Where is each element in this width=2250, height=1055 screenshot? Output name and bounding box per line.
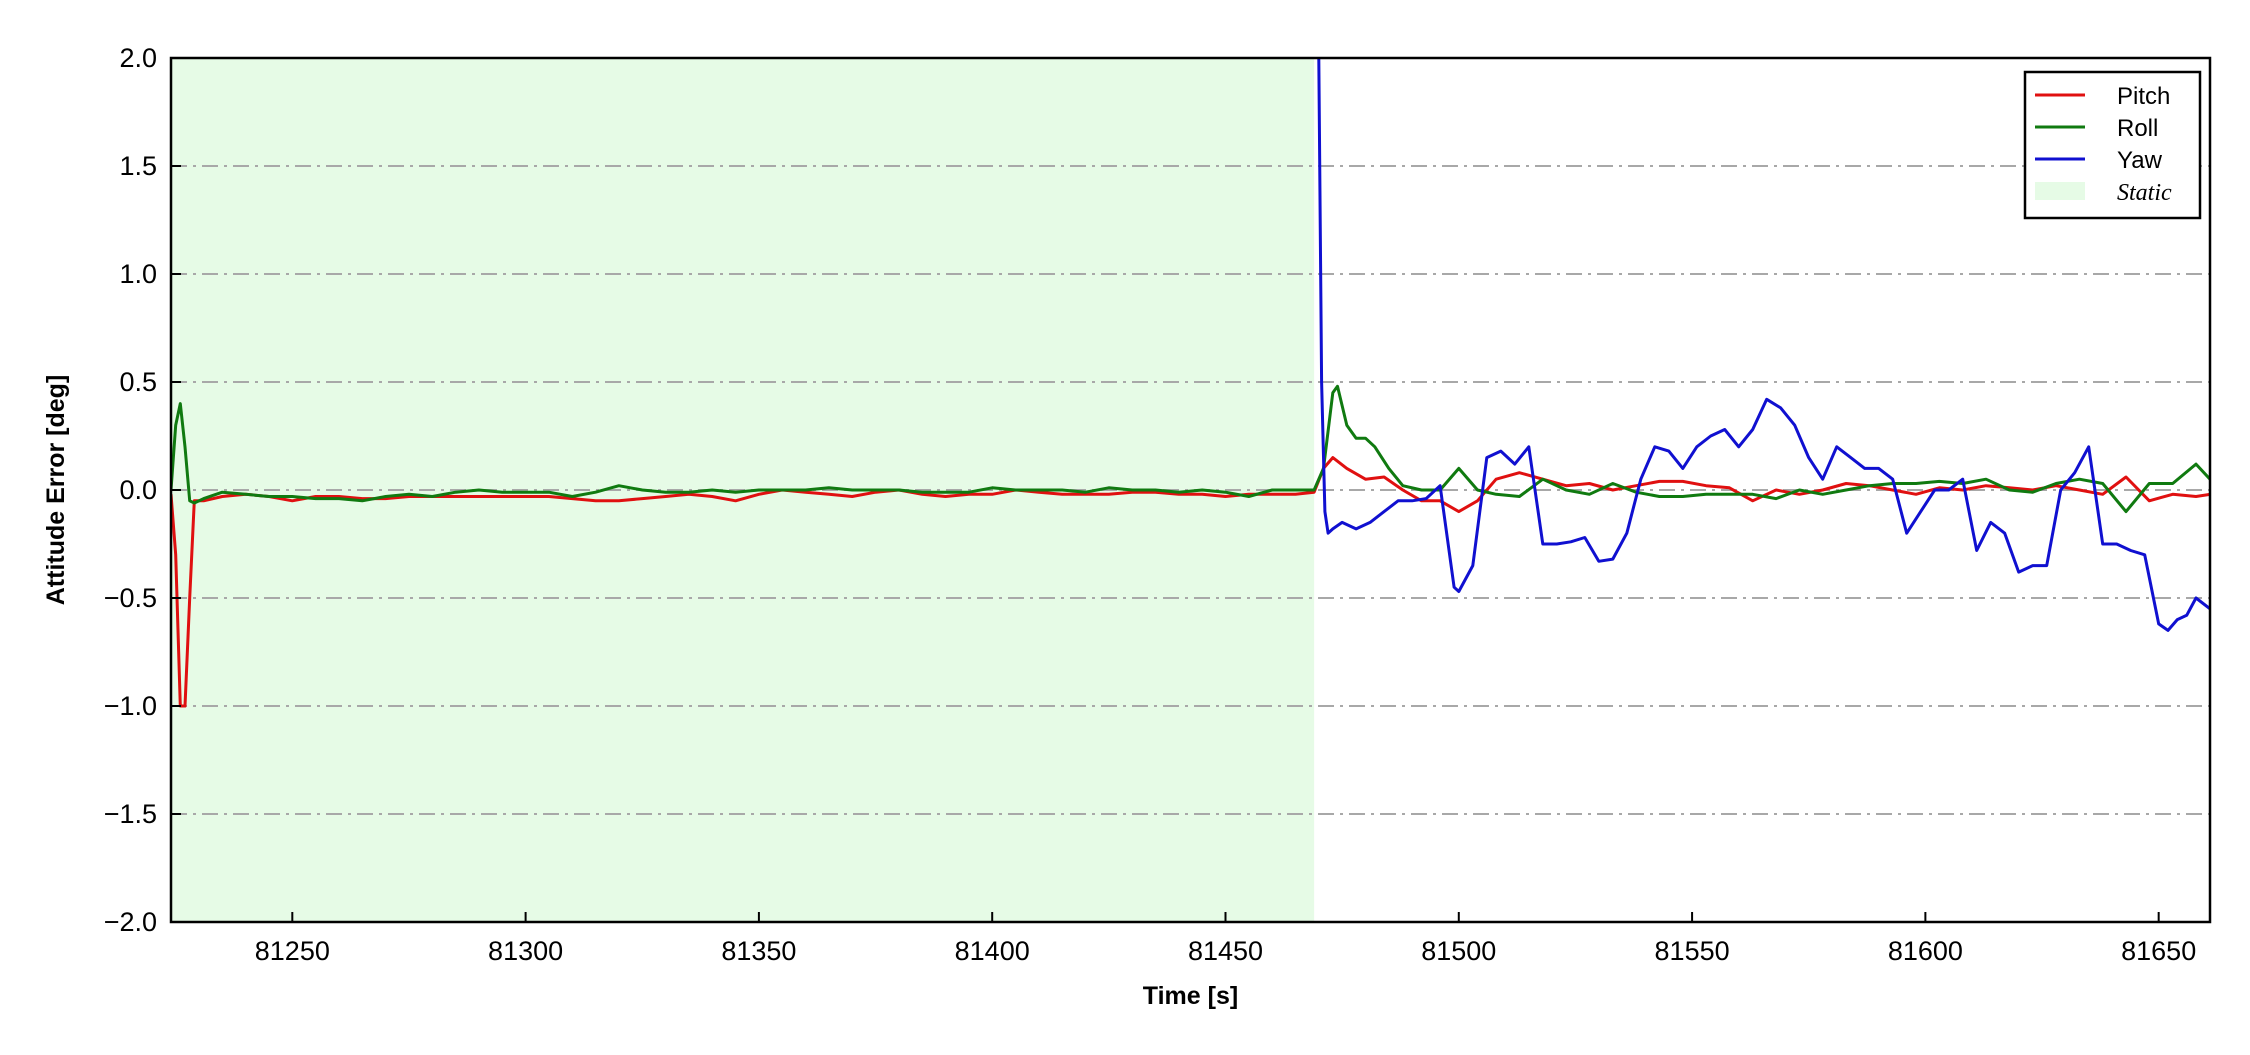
y-tick-label-6: 1.0 [119, 259, 157, 289]
y-axis-label: Attitude Error [deg] [42, 375, 70, 606]
legend-label-static: Static [2117, 180, 2172, 206]
x-tick-label-0: 81250 [255, 936, 330, 966]
x-tick-label-8: 81650 [2121, 936, 2196, 966]
y-tick-label-0: −2.0 [104, 907, 157, 937]
legend: Pitch Roll Yaw Static [2023, 70, 2202, 220]
legend-label-roll: Roll [2117, 115, 2158, 142]
x-tick-label-1: 81300 [488, 936, 563, 966]
x-tick-label-7: 81600 [1888, 936, 1963, 966]
x-tick-label-2: 81350 [721, 936, 796, 966]
y-tick-label-7: 1.5 [119, 151, 157, 181]
x-tick-label-3: 81400 [955, 936, 1030, 966]
legend-swatch-static [2035, 182, 2085, 200]
x-tick-label-6: 81550 [1655, 936, 1730, 966]
legend-label-yaw: Yaw [2117, 147, 2163, 174]
y-tick-label-5: 0.5 [119, 367, 157, 397]
x-tick-label-4: 81450 [1188, 936, 1263, 966]
legend-label-pitch: Pitch [2117, 83, 2170, 110]
series-line-yaw [1317, 58, 2210, 632]
x-axis-label: Time [s] [1143, 982, 1238, 1010]
y-tick-label-8: 2.0 [119, 43, 157, 73]
x-tick-label-5: 81500 [1421, 936, 1496, 966]
y-tick-label-3: −0.5 [104, 583, 157, 613]
series-line-roll [171, 384, 2210, 514]
y-tick-label-1: −1.5 [104, 799, 157, 829]
y-tick-label-2: −1.0 [104, 691, 157, 721]
y-tick-label-4: 0.0 [119, 475, 157, 505]
